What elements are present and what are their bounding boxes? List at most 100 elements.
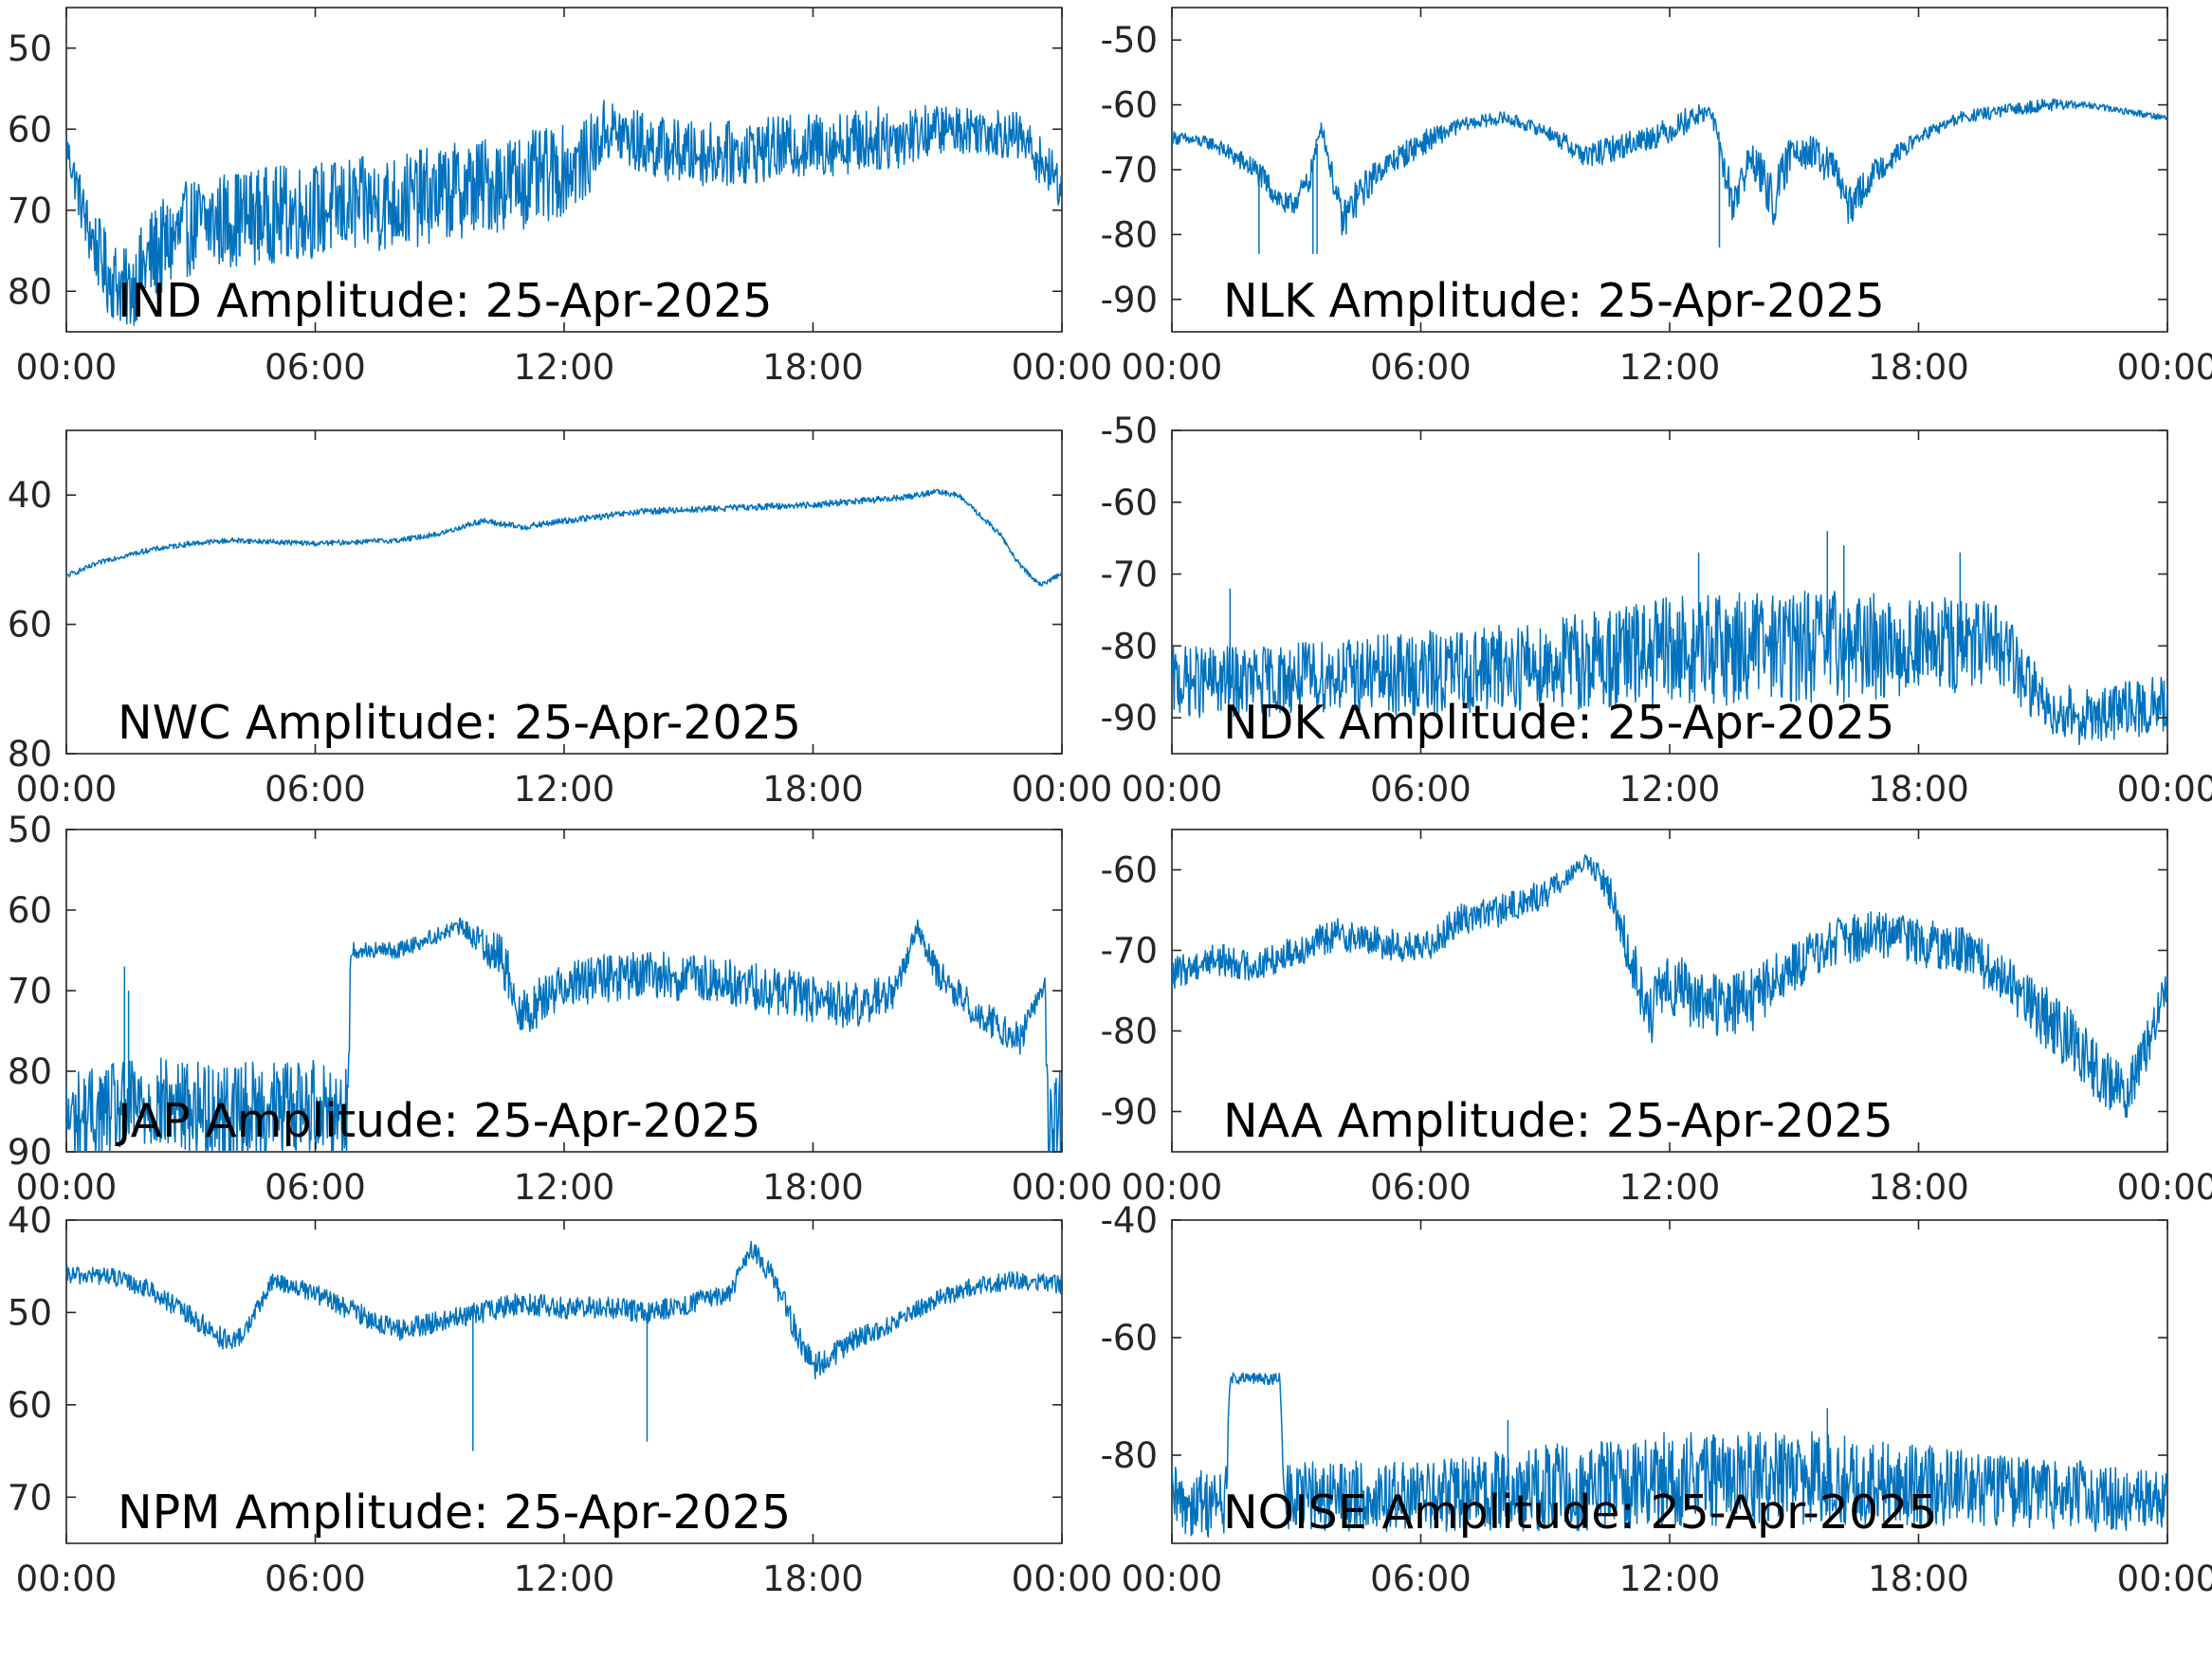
panel-6-y-tick-label: -80 (1101, 1012, 1158, 1052)
panel-5-x-tick-label: 12:00 (514, 1167, 615, 1208)
panel-3-y-tick-label: 80 (8, 734, 52, 775)
panel-7-x-tick-label: 00:00 (1012, 1559, 1113, 1599)
panel-5-series-line (66, 917, 1062, 1152)
panel-2-x-tick-label: 00:00 (1122, 347, 1223, 388)
panel-2: 00:00 06:00 12:00 18:00 00:00 -50 -60 -70 -80 -90… (1101, 7, 2212, 388)
panel-6: 00:00 06:00 12:00 18:00 00:00 -60 -70 -80 -90 NAA… (1101, 829, 2212, 1208)
panel-3: 00:00 06:00 12:00 18:00 00:00 40 60 80 NWC Ampli… (8, 429, 1113, 810)
panel-1-x-tick-label: 00:00 (16, 347, 118, 388)
panel-3-y-tick-label: 60 (8, 605, 52, 646)
panel-5-x-tick-label: 18:00 (762, 1167, 864, 1208)
panel-7-axes (65, 1219, 1063, 1544)
panel-2-y-tick-label: -50 (1101, 20, 1158, 61)
panel-1-y-tick-label: 70 (8, 191, 52, 231)
panel-1-y-tick-label: 50 (8, 28, 52, 69)
panel-7-x-tick-label: 12:00 (514, 1559, 615, 1599)
panel-2-series-line (1172, 98, 2167, 254)
panel-6-x-tick-label: 06:00 (1370, 1167, 1472, 1208)
panel-3-x-tick-label: 18:00 (762, 769, 864, 810)
panel-8-title: NOISE Amplitude: 25-Apr-2025 (1223, 1486, 1937, 1540)
panel-4-title: NDK Amplitude: 25-Apr-2025 (1223, 696, 1894, 750)
panel-8-x-tick-label: 00:00 (2117, 1559, 2212, 1599)
panel-3-series-line (66, 488, 1062, 587)
panel-1-x-tick-label: 06:00 (265, 347, 366, 388)
panel-8: 00:00 06:00 12:00 18:00 00:00 -40 -60 -80 NOISE … (1101, 1200, 2212, 1599)
panel-2-axes (1171, 7, 2168, 333)
panel-4: 00:00 06:00 12:00 18:00 00:00 -50 -60 -70 -80 -90… (1101, 410, 2212, 810)
panel-5-y-tick-label: 60 (8, 890, 52, 931)
panel-4-y-tick-label: -60 (1101, 483, 1158, 523)
panel-5-title: JAP Amplitude: 25-Apr-2025 (115, 1094, 760, 1148)
panel-4-y-tick-label: -90 (1101, 698, 1158, 738)
panel-7-series-line (66, 1240, 1062, 1451)
panel-2-y-tick-label: -80 (1101, 214, 1158, 255)
panel-5: 00:00 06:00 12:00 18:00 00:00 50 60 70 80 90 JAP A… (8, 810, 1112, 1208)
panel-5-x-tick-label: 06:00 (265, 1167, 366, 1208)
panel-4-y-tick-label: -80 (1101, 626, 1158, 666)
panel-8-x-tick-label: 12:00 (1619, 1559, 1721, 1599)
panel-6-x-tick-label: 18:00 (1868, 1167, 1969, 1208)
panel-7-y-tick-label: 70 (8, 1477, 52, 1518)
panel-4-x-tick-label: 00:00 (2117, 769, 2212, 810)
panel-6-series-line (1172, 854, 2167, 1119)
panel-7: 00:00 06:00 12:00 18:00 00:00 40 50 60 70 NPM Amp… (8, 1200, 1112, 1599)
panel-1-x-tick-label: 12:00 (514, 347, 615, 388)
panel-1-series-line (66, 100, 1062, 326)
panel-7-y-tick-label: 50 (8, 1292, 52, 1333)
panel-8-x-tick-label: 18:00 (1868, 1559, 1969, 1599)
panel-1-x-tick-label: 18:00 (762, 347, 864, 388)
panel-8-x-tick-label: 06:00 (1370, 1559, 1472, 1599)
panel-5-x-tick-label: 00:00 (1012, 1167, 1113, 1208)
panel-5-y-tick-label: 50 (8, 810, 52, 850)
panel-7-x-tick-label: 00:00 (16, 1559, 118, 1599)
panel-8-y-tick-label: -60 (1101, 1318, 1158, 1358)
panel-7-y-tick-label: 40 (8, 1200, 52, 1241)
panel-2-y-tick-label: -90 (1101, 280, 1158, 320)
panel-5-x-tick-label: 00:00 (16, 1167, 118, 1208)
panel-5-y-tick-label: 80 (8, 1051, 52, 1092)
panel-1-x-tick-label: 00:00 (1012, 347, 1113, 388)
panel-1: 00:00 06:00 12:00 18:00 00:00 50 60 70 80 IND Amp… (8, 7, 1113, 388)
panel-6-title: NAA Amplitude: 25-Apr-2025 (1223, 1094, 1893, 1148)
panel-6-y-tick-label: -90 (1101, 1092, 1158, 1133)
panel-6-y-tick-label: -60 (1101, 850, 1158, 891)
panel-3-x-tick-label: 06:00 (265, 769, 366, 810)
panel-8-series-line (1172, 1372, 2167, 1539)
panel-4-series-line (1172, 531, 2167, 746)
panel-7-title: NPM Amplitude: 25-Apr-2025 (118, 1486, 791, 1540)
panel-7-x-tick-label: 06:00 (265, 1559, 366, 1599)
panel-3-y-tick-label: 40 (8, 475, 52, 516)
panel-1-title: IND Amplitude: 25-Apr-2025 (118, 274, 773, 328)
panel-3-x-tick-label: 00:00 (16, 769, 118, 810)
panel-3-axes (65, 429, 1063, 755)
panel-2-y-tick-label: -70 (1101, 150, 1158, 191)
panel-4-y-tick-label: -50 (1101, 410, 1158, 451)
panel-4-y-tick-label: -70 (1101, 555, 1158, 595)
panel-2-x-tick-label: 06:00 (1370, 347, 1472, 388)
panel-3-x-tick-label: 00:00 (1012, 769, 1113, 810)
panel-6-y-tick-label: -70 (1101, 931, 1158, 972)
panel-2-title: NLK Amplitude: 25-Apr-2025 (1223, 274, 1885, 328)
panel-5-y-tick-label: 70 (8, 971, 52, 1012)
panel-3-x-tick-label: 12:00 (514, 769, 615, 810)
panel-4-x-tick-label: 06:00 (1370, 769, 1472, 810)
panel-2-y-tick-label: -60 (1101, 85, 1158, 126)
panel-8-x-tick-label: 00:00 (1122, 1559, 1223, 1599)
panel-6-x-tick-label: 12:00 (1619, 1167, 1721, 1208)
panel-1-y-tick-label: 80 (8, 271, 52, 312)
panel-4-x-tick-label: 18:00 (1868, 769, 1969, 810)
panel-8-y-tick-label: -40 (1101, 1200, 1158, 1241)
panel-2-x-tick-label: 18:00 (1868, 347, 1969, 388)
panel-8-y-tick-label: -80 (1101, 1435, 1158, 1476)
panel-5-y-tick-label: 90 (8, 1132, 52, 1173)
panel-4-x-tick-label: 12:00 (1619, 769, 1721, 810)
panel-7-y-tick-label: 60 (8, 1385, 52, 1426)
panel-2-x-tick-label: 00:00 (2117, 347, 2212, 388)
panel-6-x-tick-label: 00:00 (2117, 1167, 2212, 1208)
panel-1-y-tick-label: 60 (8, 109, 52, 150)
panel-7-x-tick-label: 18:00 (762, 1559, 864, 1599)
panel-3-title: NWC Amplitude: 25-Apr-2025 (118, 696, 801, 750)
panel-4-x-tick-label: 00:00 (1122, 769, 1223, 810)
panel-6-x-tick-label: 00:00 (1122, 1167, 1223, 1208)
